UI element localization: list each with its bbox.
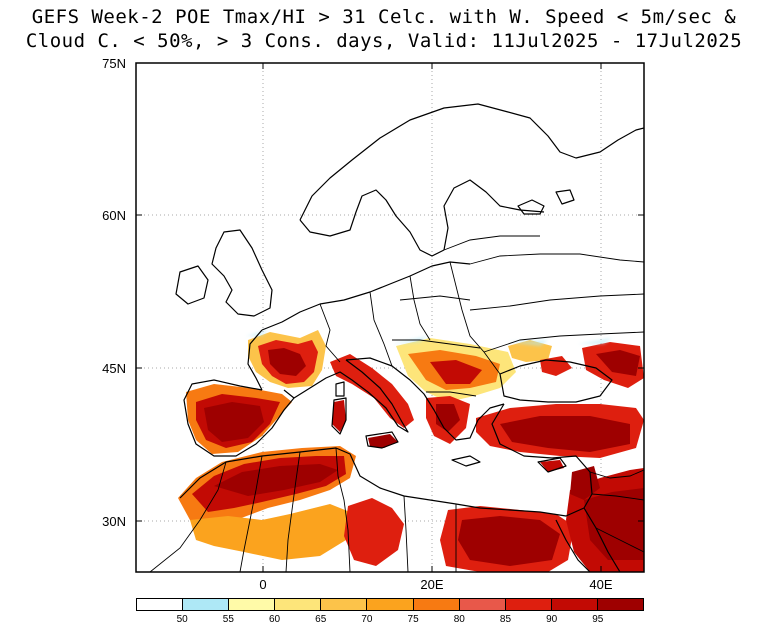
colorbar-segment [275,599,322,610]
colorbar-label: 85 [499,614,512,625]
lon-label-20e: 20E [420,577,444,592]
shade-caucasus-core [596,350,640,376]
shade-libya [344,498,404,566]
colorbar-segment [413,599,460,610]
colorbar-label: 95 [592,614,604,625]
probability-shading [178,330,644,572]
shade-nafrica-south [190,504,350,560]
lat-label-60n: 60N [102,208,126,223]
lat-label-75n: 75N [102,56,126,71]
colorbar-label: 55 [222,614,234,625]
shade-egypt-core [458,516,560,566]
colorbar-labels: 50 55 60 65 70 75 80 85 90 95 [136,614,644,628]
lat-label-30n: 30N [102,514,126,529]
colorbar-segment [505,599,552,610]
colorbar-label: 80 [453,614,465,625]
shade-france-core [268,348,306,376]
country-borders [149,235,644,572]
colorbar-segment [137,599,184,610]
colorbar-segment [597,599,644,610]
shade-ukraine-south [508,340,552,362]
shade-iberia-core [204,402,264,442]
colorbar-label: 75 [407,614,419,625]
colorbar-label: 90 [546,614,558,625]
colorbar-segment [183,599,230,610]
lon-label-40e: 40E [589,577,613,592]
colorbar-label: 50 [176,614,188,625]
map-frame [135,62,645,573]
colorbar-label: 60 [268,614,281,625]
title-line-2: Cloud C. < 50%, > 3 Cons. days, Valid: 1… [25,30,743,52]
colorbar-segment [367,599,414,610]
colorbar-label: 70 [361,614,373,625]
lon-label-0: 0 [259,577,267,592]
shade-sardinia [332,400,346,432]
colorbar-label: 65 [315,614,327,625]
colorbar [136,598,644,611]
shade-levant [570,466,600,500]
shade-arabia-core [584,488,644,560]
title-line-1: GEFS Week-2 POE Tmax/HI > 31 Celc. with … [31,6,737,28]
colorbar-segment [459,599,506,610]
shade-nafrica-core [214,464,338,496]
colorbar-segment [551,599,598,610]
axis-ticks [136,62,644,572]
shade-italy [330,354,414,428]
shade-balkans-core [430,360,482,384]
shade-turkey-core [500,416,630,452]
colorbar-segment [229,599,276,610]
lat-label-45n: 45N [102,361,126,376]
colorbar-segment [321,599,368,610]
